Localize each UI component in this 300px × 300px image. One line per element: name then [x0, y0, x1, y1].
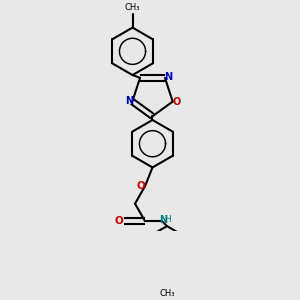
Text: N: N [125, 96, 133, 106]
Text: N: N [159, 215, 167, 225]
Text: N: N [164, 72, 172, 82]
Text: O: O [115, 216, 124, 226]
Text: CH₃: CH₃ [159, 289, 175, 298]
Text: CH₃: CH₃ [125, 3, 140, 12]
Text: O: O [136, 181, 146, 191]
Text: O: O [172, 97, 181, 107]
Text: H: H [164, 215, 171, 224]
